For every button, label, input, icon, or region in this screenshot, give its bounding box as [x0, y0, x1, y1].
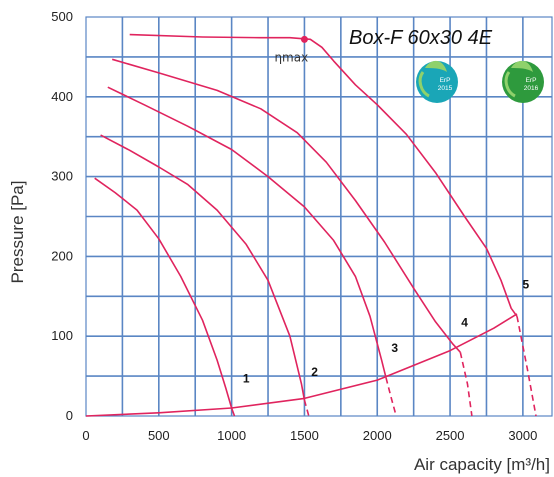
y-tick-label: 0 [66, 408, 73, 423]
curve-3 [107, 86, 387, 378]
model-title: Box-F 60x30 4E [349, 27, 493, 49]
eta-max-label: ηmax [274, 50, 308, 64]
y-tick-label: 100 [51, 328, 73, 343]
erp-2015-badge-line2: 2015 [438, 85, 453, 92]
erp-2016-badge-line1: ErP [526, 77, 537, 84]
curve-5-extension [516, 316, 537, 417]
x-tick-label: 2500 [436, 428, 465, 443]
erp-2016-badge-icon: ErP 2016 [502, 60, 544, 103]
curve-2-extension [303, 399, 310, 417]
curve-4 [111, 58, 461, 353]
curve-label: 3 [391, 341, 398, 355]
erp-2015-badge-line1: ErP [440, 77, 451, 84]
y-axis-label: Pressure [Pa] [8, 181, 27, 284]
curve-system [85, 313, 518, 417]
y-tick-label: 200 [51, 248, 73, 263]
tick-labels: 0 500 1000 1500 2000 2500 3000 0 100 200 300 400 500 [51, 9, 537, 443]
curve-1 [94, 177, 236, 417]
curve-4-extension [459, 352, 473, 417]
x-tick-label: 3000 [508, 428, 537, 443]
x-tick-label: 2000 [363, 428, 392, 443]
curve-3-extension [385, 377, 397, 417]
erp-2016-badge-line2: 2016 [524, 85, 539, 92]
x-tick-label: 1500 [290, 428, 319, 443]
curve-label: 1 [243, 371, 250, 385]
curve-2 [100, 134, 306, 401]
curve-label: 2 [311, 365, 318, 379]
x-tick-label: 0 [82, 428, 89, 443]
curve-labels: 1 2 3 4 5 [243, 277, 530, 385]
eta-max-point [300, 35, 308, 43]
curve-5 [129, 33, 518, 317]
curve-label: 5 [522, 277, 529, 291]
y-tick-label: 500 [51, 9, 73, 24]
x-tick-label: 1000 [217, 428, 246, 443]
erp-2015-badge-icon: ErP 2015 [416, 60, 458, 103]
x-tick-label: 500 [148, 428, 170, 443]
x-axis-label: Air capacity [m³/h] [414, 455, 550, 474]
curve-label: 4 [461, 316, 468, 330]
y-tick-label: 400 [51, 89, 73, 104]
curves [85, 33, 537, 417]
grid [85, 16, 553, 417]
y-tick-label: 300 [51, 169, 73, 184]
